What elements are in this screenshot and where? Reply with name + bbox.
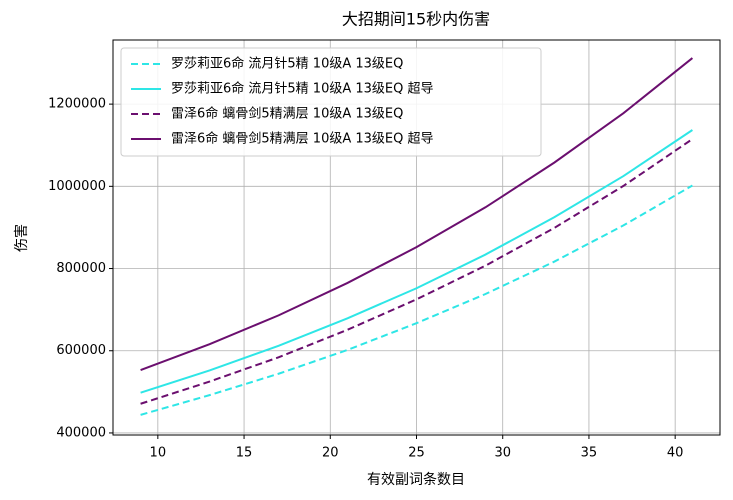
legend-label: 罗莎莉亚6命 流月针5精 10级A 13级EQ (171, 56, 403, 72)
x-tick-label: 10 (150, 446, 167, 461)
y-tick-label: 1200000 (48, 97, 106, 112)
y-tick-label: 600000 (56, 343, 106, 358)
legend-label: 雷泽6命 螭骨剑5精满层 10级A 13级EQ 超导 (171, 131, 434, 147)
x-tick-label: 15 (236, 446, 253, 461)
legend-label: 罗莎莉亚6命 流月针5精 10级A 13级EQ 超导 (171, 81, 434, 97)
y-tick-label: 800000 (56, 261, 106, 276)
y-tick-label: 1000000 (48, 179, 106, 194)
data-line (140, 184, 693, 416)
y-tick-label: 400000 (56, 425, 106, 440)
x-tick-label: 40 (667, 446, 684, 461)
y-axis-label: 伤害 (14, 224, 30, 252)
plot-frame (112, 39, 721, 436)
x-axis-label: 有效副词条数目 (367, 471, 465, 488)
x-tick-label: 30 (494, 446, 511, 461)
x-tick-label: 20 (322, 446, 339, 461)
legend-box (120, 47, 542, 157)
chart-title: 大招期间15秒内伤害 (342, 10, 490, 29)
data-line (140, 57, 694, 371)
legend-label: 雷泽6命 螭骨剑5精满层 10级A 13级EQ (171, 106, 403, 122)
x-tick-label: 25 (408, 446, 425, 461)
data-line (140, 129, 693, 394)
x-tick-label: 35 (581, 446, 598, 461)
